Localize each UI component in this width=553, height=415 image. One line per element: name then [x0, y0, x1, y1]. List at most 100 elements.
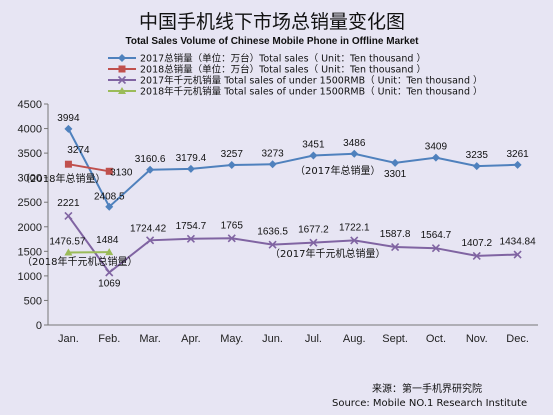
x-tick-label: Oct.: [426, 333, 446, 345]
x-tick-label: Dec.: [506, 333, 529, 345]
legend-swatch-marker: [118, 65, 126, 73]
data-label: 3994: [57, 113, 80, 124]
y-tick-label: 3000: [18, 173, 42, 185]
data-label: 1407.2: [462, 238, 493, 249]
data-label: 3160.6: [135, 154, 166, 165]
data-point: [513, 250, 522, 259]
data-label: 1069: [98, 279, 121, 290]
legend-swatch-marker: [117, 75, 127, 85]
data-point: [431, 244, 440, 253]
data-label: 1564.7: [421, 230, 452, 241]
data-label: 3409: [425, 142, 448, 153]
y-tick-label: 4500: [18, 99, 42, 111]
data-label: 1636.5: [257, 227, 288, 238]
chart-subtitle: Total Sales Volume of Chinese Mobile Pho…: [125, 36, 419, 47]
data-point: [391, 242, 400, 252]
source-cn: 来源：第一手机界研究院: [372, 382, 482, 395]
data-label: 3257: [221, 149, 244, 160]
y-tick-label: 0: [36, 320, 42, 332]
y-tick-label: 1500: [18, 246, 42, 258]
data-point: [350, 149, 359, 158]
legend-swatch-marker: [118, 54, 126, 62]
data-label: 2408.5: [94, 192, 125, 203]
x-tick-label: Sept.: [382, 333, 408, 345]
chart-title: 中国手机线下市场总销量变化图: [139, 11, 405, 33]
x-tick-label: Jul.: [305, 333, 322, 345]
data-label: 3301: [384, 169, 407, 180]
legend-swatch-marker: [118, 87, 126, 94]
series-group: 1476.57 1484: [49, 235, 119, 256]
data-label: 1722.1: [339, 222, 370, 233]
data-point: [64, 160, 72, 168]
data-point: [268, 160, 277, 169]
y-tick-label: 2500: [18, 197, 42, 209]
x-tick-label: Nov.: [466, 333, 488, 345]
data-point: [105, 248, 114, 256]
legend-entry: 2018年千元机销量 Total sales of under 1500RMB（…: [140, 86, 483, 98]
data-point: [186, 234, 195, 243]
series-group: 3994 2408.5 3160.6 3179.4 3257 3273 3451 3486 33…: [57, 113, 529, 211]
data-point: [431, 153, 440, 162]
data-label: 2221: [57, 198, 80, 209]
chart-series: 3994 2408.5 3160.6 3179.4 3257 3273 3451 3486 33…: [49, 113, 536, 290]
data-label: 3179.4: [176, 153, 207, 164]
data-label: 1754.7: [176, 221, 207, 232]
x-tick-label: Apr.: [181, 333, 201, 345]
data-label: 3261: [506, 149, 529, 160]
y-tick-label: 1000: [18, 271, 42, 283]
data-label: 1484: [96, 235, 119, 246]
data-point: [105, 268, 114, 277]
x-tick-label: Feb.: [98, 333, 120, 345]
data-point: [472, 162, 481, 171]
y-tick-label: 2000: [18, 222, 42, 234]
data-point: [309, 238, 318, 247]
series-line: [67, 128, 518, 209]
annotation-2017-total: （2017年总销量）: [295, 164, 380, 177]
annotation-2018-total: （2018年总销量）: [20, 172, 105, 185]
data-point: [105, 202, 114, 211]
source-en: Source: Mobile NO.1 Research Institute: [332, 398, 527, 409]
annotation-2017-budget: （2017年千元机总销量）: [270, 247, 385, 260]
series-line: [68, 163, 110, 173]
data-point: [350, 236, 359, 245]
x-tick-label: Jan.: [58, 333, 79, 345]
legend-entry: 2017年千元机销量 Total sales of under 1500RMB（…: [140, 75, 483, 87]
x-tick-label: Jun.: [262, 333, 283, 345]
data-label: 1765: [221, 220, 244, 231]
data-point: [472, 251, 481, 260]
data-point: [64, 211, 73, 220]
data-point: [146, 236, 155, 245]
data-label: 3486: [343, 138, 366, 149]
data-point: [227, 161, 236, 170]
data-point: [227, 234, 236, 243]
data-point: [186, 164, 195, 173]
x-tick-label: Aug.: [343, 333, 366, 345]
data-point: [64, 124, 73, 133]
data-label: 1724.42: [130, 223, 167, 234]
chart-legend: 2017总销量（单位：万台）Total sales（ Unit：Ten thou…: [108, 53, 483, 98]
data-point: [268, 240, 277, 249]
y-tick-label: 4000: [18, 124, 42, 136]
annotation-2018-budget: （2018年千元机总销量）: [22, 255, 137, 268]
data-label: 3451: [302, 140, 325, 151]
data-label: 3274: [67, 145, 90, 156]
series-group: 2221 1069 1724.42 1754.7 1765 1636.5 1677.2 172…: [57, 198, 536, 290]
legend-entry: 2017总销量（单位：万台）Total sales（ Unit：Ten thou…: [140, 53, 426, 65]
data-label: 1677.2: [298, 225, 329, 236]
data-point: [105, 167, 113, 175]
chart-axes: 0 500 1000 1500 2000 2500 3000 3500 4000 4500 Jan.…: [18, 99, 538, 345]
x-tick-label: Mar.: [139, 333, 160, 345]
y-tick-label: 500: [24, 295, 42, 307]
series-group: 3274 3130: [64, 145, 133, 178]
data-label: 3273: [261, 148, 284, 159]
data-point: [513, 160, 522, 169]
data-label: 3235: [466, 150, 489, 161]
data-label: 3130: [110, 167, 133, 178]
data-label: 1587.8: [380, 229, 411, 240]
data-label: 1476.57: [49, 237, 86, 248]
legend-entry: 2018总销量（单位：万台）Total sales（ Unit：Ten thou…: [140, 64, 426, 76]
data-label: 1434.84: [500, 237, 537, 248]
x-tick-label: May.: [220, 333, 243, 345]
